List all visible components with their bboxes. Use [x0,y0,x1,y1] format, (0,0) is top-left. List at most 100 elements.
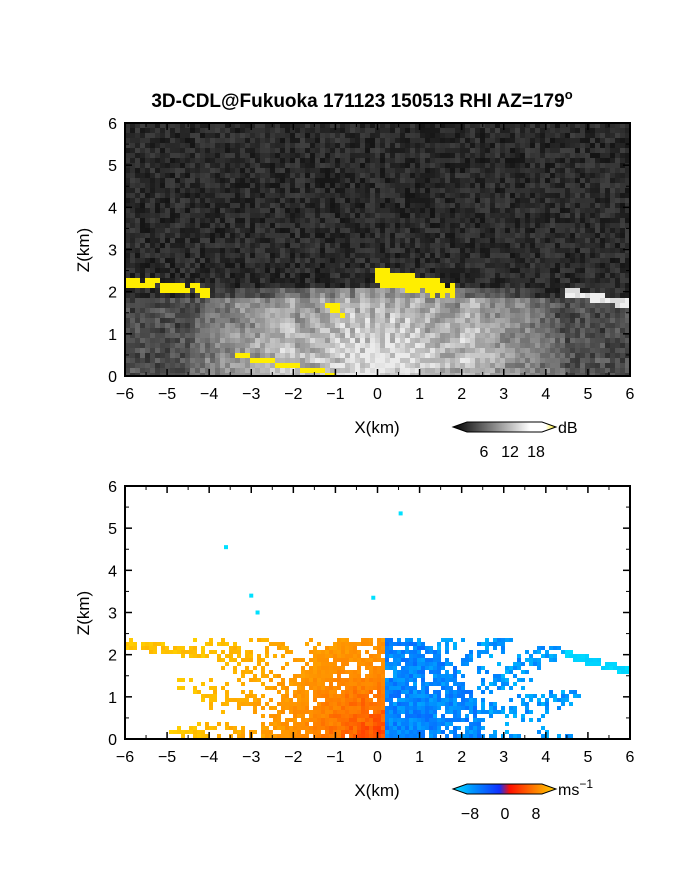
snr-cell [355,363,360,368]
snr-cell [505,268,510,273]
snr-cell [340,343,345,348]
snr-cell [355,218,360,223]
snr-cell [485,228,490,233]
snr-cell [360,198,365,203]
snr-cell [560,323,565,328]
snr-cell [150,333,155,338]
snr-cell [125,363,130,368]
snr-cell [185,233,190,238]
snr-cell [530,173,535,178]
snr-cell [455,333,460,338]
snr-cell [125,178,130,183]
snr-cell [515,293,520,298]
snr-cell [195,348,200,353]
snr-cell [275,278,280,283]
snr-cell [415,283,420,288]
snr-cell [555,158,560,163]
snr-cell [435,163,440,168]
snr-cell [240,233,245,238]
snr-cell [265,353,270,358]
snr-cell [205,138,210,143]
snr-cell [450,178,455,183]
snr-cell [390,243,395,248]
snr-cell [440,288,445,293]
snr-cell [240,268,245,273]
snr-cell [415,248,420,253]
snr-cell [165,173,170,178]
snr-cell [220,168,225,173]
snr-cell [315,283,320,288]
snr-cell [175,263,180,268]
snr-cell [525,358,530,363]
snr-cell [500,218,505,223]
snr-cell [485,293,490,298]
snr-cell [175,273,180,278]
snr-cell [420,238,425,243]
snr-cell [360,133,365,138]
snr-cell [265,203,270,208]
snr-cell [320,178,325,183]
snr-cell [170,138,175,143]
snr-cell [600,188,605,193]
snr-cell [285,253,290,258]
snr-cell [130,158,135,163]
snr-cell [595,218,600,223]
snr-cell [490,188,495,193]
snr-cell [485,303,490,308]
snr-cell [445,223,450,228]
snr-cell [175,153,180,158]
snr-cell [210,328,215,333]
snr-cell [555,308,560,313]
snr-cell [135,263,140,268]
snr-cell [500,268,505,273]
snr-cell [450,233,455,238]
snr-cell [185,123,190,128]
snr-cell [415,123,420,128]
snr-cell [170,303,175,308]
snr-cell [320,328,325,333]
snr-cell [210,313,215,318]
snr-cell [490,228,495,233]
snr-cell [360,193,365,198]
snr-cell [335,293,340,298]
snr-cell [395,233,400,238]
snr-cell [250,218,255,223]
snr-cell [540,313,545,318]
snr-cell [445,188,450,193]
snr-cell [605,253,610,258]
snr-cell [355,133,360,138]
snr-cell [175,168,180,173]
snr-cell [205,218,210,223]
snr-cell [440,303,445,308]
snr-cell [590,228,595,233]
snr-cell [150,133,155,138]
snr-cell [595,283,600,288]
snr-cell [235,173,240,178]
snr-cell [400,158,405,163]
snr-cell [185,293,190,298]
snr-cell [390,298,395,303]
snr-cell [200,333,205,338]
snr-cell [265,298,270,303]
snr-cell [615,143,620,148]
snr-cell [410,158,415,163]
snr-cell [290,218,295,223]
snr-cell [270,293,275,298]
snr-cell [190,183,195,188]
snr-cell [155,358,160,363]
snr-cell [420,343,425,348]
snr-cell [225,253,230,258]
snr-cell [385,153,390,158]
snr-cell [615,348,620,353]
snr-cell [460,188,465,193]
snr-cell [620,318,625,323]
snr-cell [325,213,330,218]
snr-cell [125,318,130,323]
snr-cell [235,198,240,203]
snr-cell [515,213,520,218]
snr-cell [360,188,365,193]
snr-cell [420,308,425,313]
snr-cell [335,128,340,133]
snr-cell [240,198,245,203]
snr-cell [620,338,625,343]
